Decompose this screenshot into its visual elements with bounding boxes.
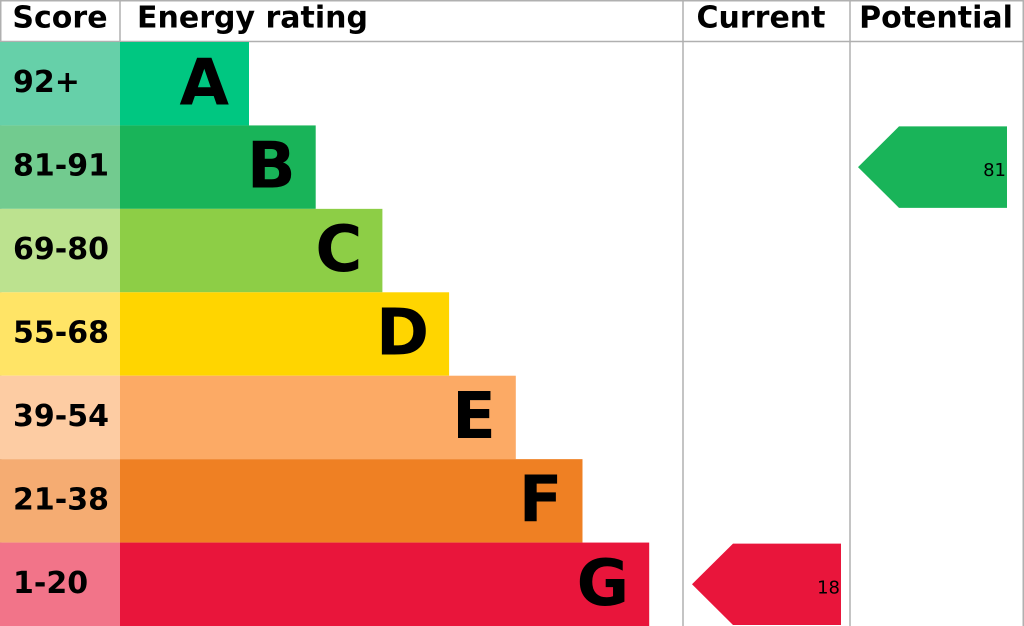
score-label: 1-20: [13, 566, 88, 601]
rating-bar: [120, 42, 249, 126]
score-label: 21-38: [13, 482, 109, 517]
potential-value: 81: [983, 160, 1006, 181]
score-cell: [0, 375, 120, 460]
score-label: 55-68: [13, 316, 109, 351]
rating-letter: E: [452, 380, 496, 454]
rating-letter: D: [376, 297, 429, 371]
rating-letter: B: [247, 130, 296, 204]
current-arrow: [692, 543, 841, 625]
score-label: 69-80: [13, 232, 109, 267]
header-potential: Potential: [859, 1, 1013, 36]
score-cell: [0, 292, 120, 376]
rating-letter: F: [519, 463, 563, 537]
potential-arrow: [858, 126, 1007, 208]
header-score: Score: [12, 1, 107, 36]
score-cell: [0, 42, 120, 126]
score-cell: [0, 125, 120, 209]
rating-bar: [120, 375, 516, 460]
score-cell: [0, 542, 120, 626]
rating-letter: C: [315, 213, 362, 287]
score-label: 39-54: [13, 399, 109, 434]
rating-bar: [120, 542, 650, 626]
rating-letter: A: [179, 46, 229, 120]
header-current: Current: [696, 1, 825, 36]
rating-bar: [120, 292, 450, 376]
rating-bar: [120, 125, 316, 209]
score-label: 81-91: [13, 149, 109, 184]
rating-bar: [120, 208, 383, 293]
score-cell: [0, 208, 120, 293]
score-label: 92+: [13, 65, 80, 100]
header-rating: Energy rating: [137, 1, 368, 36]
current-value: 18: [817, 577, 840, 598]
score-cell: [0, 459, 120, 543]
rating-letter: G: [577, 547, 630, 621]
rating-bar: [120, 459, 583, 543]
